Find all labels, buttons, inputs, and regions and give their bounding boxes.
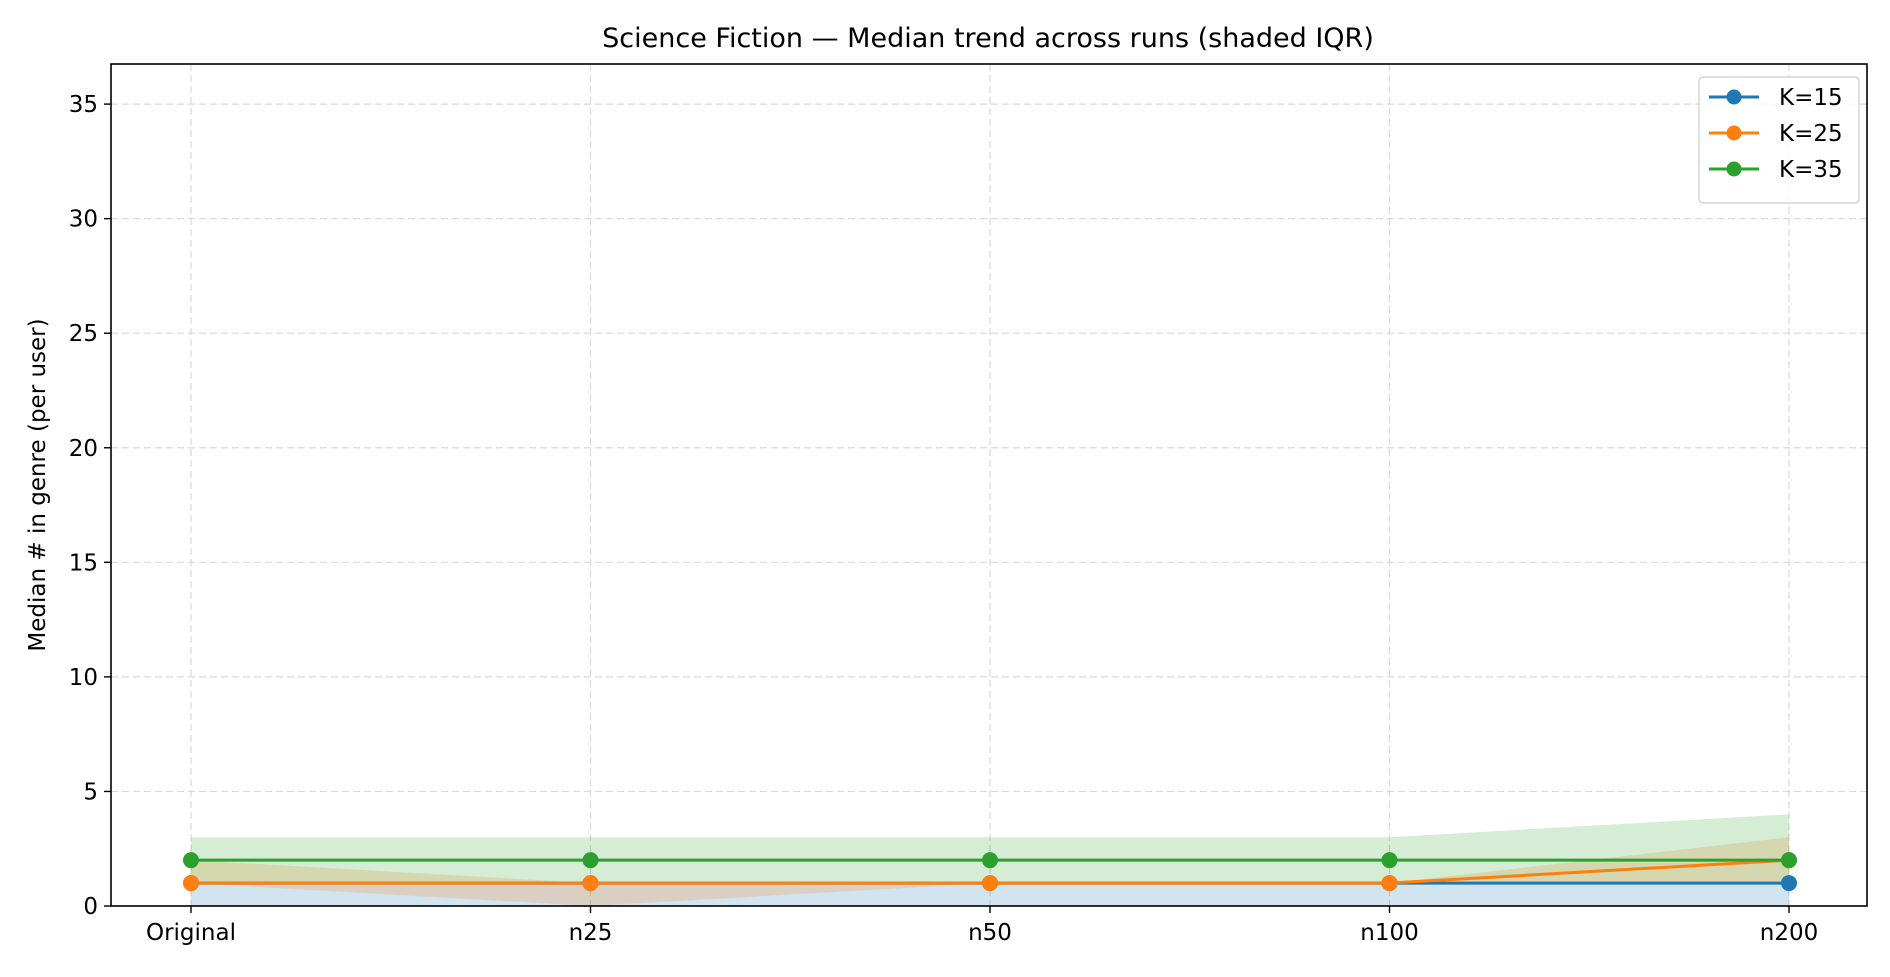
x-tick-label: n25	[569, 920, 613, 946]
legend-swatch-marker	[1726, 89, 1742, 105]
legend: K=15 K=25 K=35	[1698, 76, 1860, 204]
legend-swatch-marker	[1726, 161, 1742, 177]
y-tick-label: 30	[69, 207, 98, 233]
data-point	[582, 852, 599, 869]
data-point	[1781, 852, 1797, 869]
data-point	[982, 875, 998, 892]
y-tick-label: 20	[69, 436, 98, 462]
data-point	[183, 875, 199, 892]
tick-layer: Original n25 n50 n100 n200 0 5 10 15 20 25 30 35	[69, 92, 1819, 946]
x-tick-label: n50	[968, 920, 1012, 946]
legend-swatch-marker	[1726, 125, 1742, 141]
series-point-layer	[183, 852, 1797, 892]
data-point	[183, 852, 199, 869]
data-point	[1781, 875, 1797, 892]
y-axis-label: Median # in genre (per user)	[25, 318, 51, 651]
y-tick-label: 10	[69, 665, 98, 691]
x-tick-label: Original	[146, 920, 236, 946]
legend-label: K=25	[1779, 121, 1843, 147]
x-tick-label: n100	[1360, 920, 1418, 946]
y-tick-label: 35	[69, 92, 98, 118]
y-tick-label: 0	[83, 894, 98, 920]
x-tick-label: n200	[1760, 920, 1818, 946]
y-tick-label: 25	[69, 321, 98, 347]
data-point	[1381, 852, 1398, 869]
data-point	[1381, 875, 1398, 892]
plot-frame	[110, 63, 1868, 907]
data-point	[582, 875, 599, 892]
legend-label: K=35	[1779, 157, 1843, 183]
chart-title: Science Fiction — Median trend across ru…	[602, 23, 1374, 54]
y-tick-label: 15	[69, 550, 98, 576]
data-point	[982, 852, 998, 869]
y-tick-label: 5	[83, 779, 98, 805]
legend-label: K=15	[1779, 85, 1843, 111]
